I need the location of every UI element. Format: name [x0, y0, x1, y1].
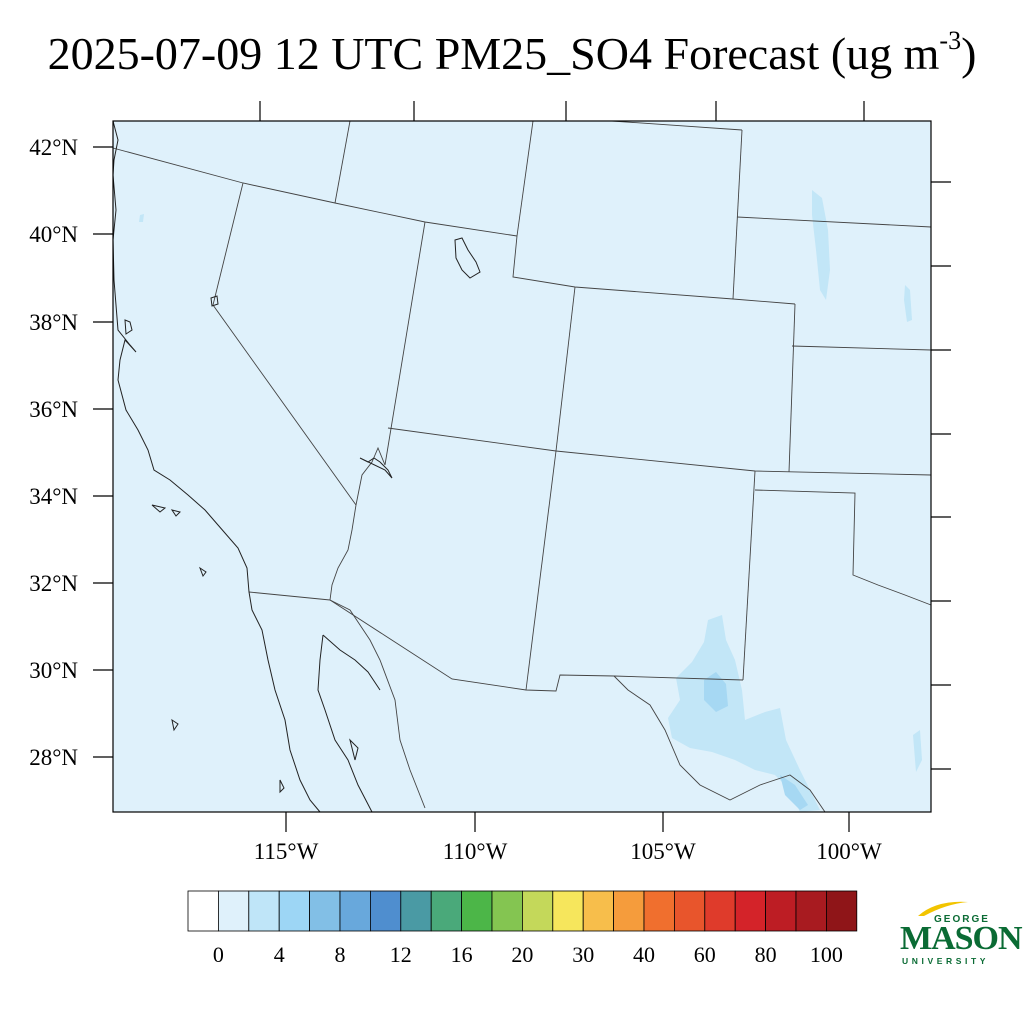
- concentration-patches: [139, 190, 922, 812]
- lat-label: 38°N: [29, 310, 78, 335]
- concentration-patches-mid: [704, 672, 808, 810]
- colorbar-swatch: [430, 890, 463, 932]
- gmu-logo: GEORGE MASON UNIVERSITY: [896, 896, 1023, 976]
- colorbar-swatch: [613, 890, 645, 932]
- lon-label: 110°W: [443, 839, 508, 864]
- colorbar: [187, 890, 858, 932]
- state-borders: [112, 120, 932, 813]
- logo-line-3: UNIVERSITY: [902, 956, 990, 966]
- right-ticks: [931, 181, 951, 770]
- colorbar-swatch: [643, 890, 675, 932]
- top-ticks: [259, 101, 865, 121]
- colorbar-label: 4: [274, 942, 285, 967]
- lat-label: 30°N: [29, 658, 78, 683]
- colorbar-swatch: [765, 890, 797, 932]
- lon-label: 115°W: [254, 839, 319, 864]
- colorbar-swatch: [248, 890, 280, 932]
- colorbar-swatch: [674, 890, 706, 932]
- lat-label: 34°N: [29, 484, 78, 509]
- lat-label: 32°N: [29, 571, 78, 596]
- colorbar-swatch: [704, 890, 736, 932]
- lat-label: 42°N: [29, 135, 78, 160]
- logo-line-1: GEORGE: [934, 914, 990, 925]
- colorbar-label: 30: [572, 942, 594, 967]
- logo-swoosh-icon: [918, 901, 968, 916]
- colorbar-swatch: [582, 890, 615, 932]
- lat-label: 36°N: [29, 397, 78, 422]
- title-superscript: -3: [939, 26, 962, 55]
- lon-label: 100°W: [816, 839, 882, 864]
- colorbar-label: 12: [390, 942, 412, 967]
- colorbar-swatch: [217, 890, 250, 932]
- title-main: 2025-07-09 12 UTC PM25_SO4 Forecast (ug …: [47, 28, 940, 79]
- colorbar-labels: 0 4 8 12 16 20 30 40 60 80 100: [213, 942, 843, 967]
- left-ticks: [93, 146, 113, 758]
- colorbar-label: 8: [335, 942, 346, 967]
- title-close: ): [961, 28, 977, 79]
- colorbar-swatch: [734, 890, 767, 932]
- colorbar-swatch: [552, 890, 584, 932]
- colorbar-swatch: [522, 890, 554, 932]
- lakes: [210, 237, 481, 479]
- map-background: [113, 121, 931, 812]
- colorbar-label: 40: [633, 942, 655, 967]
- lon-label: 105°W: [630, 839, 696, 864]
- colorbar-swatch: [400, 890, 432, 932]
- colorbar-swatch: [309, 890, 341, 932]
- colorbar-label: 20: [511, 942, 533, 967]
- longitude-labels: 115°W 110°W 105°W 100°W: [254, 839, 882, 864]
- colorbar-swatch: [369, 890, 402, 932]
- colorbar-swatch: [278, 890, 311, 932]
- lat-label: 40°N: [29, 222, 78, 247]
- lat-label: 28°N: [29, 745, 78, 770]
- colorbar-swatch: [187, 890, 219, 932]
- chart-title: 2025-07-09 12 UTC PM25_SO4 Forecast (ug …: [0, 24, 1024, 84]
- latitude-labels: 42°N 40°N 38°N 36°N 34°N 32°N 30°N 28°N: [29, 135, 78, 770]
- colorbar-label: 100: [810, 942, 843, 967]
- colorbar-swatch: [491, 890, 523, 932]
- colorbar-swatch: [826, 890, 858, 932]
- colorbar-swatch: [461, 890, 493, 932]
- colorbar-label: 16: [451, 942, 473, 967]
- colorbar-swatch: [339, 890, 371, 932]
- map-frame: [112, 120, 932, 813]
- colorbar-label: 0: [213, 942, 224, 967]
- colorbar-swatch: [795, 890, 827, 932]
- colorbar-label: 80: [755, 942, 777, 967]
- bottom-ticks: [285, 812, 850, 832]
- colorbar-label: 60: [694, 942, 716, 967]
- logo-line-2: MASON: [900, 920, 1023, 957]
